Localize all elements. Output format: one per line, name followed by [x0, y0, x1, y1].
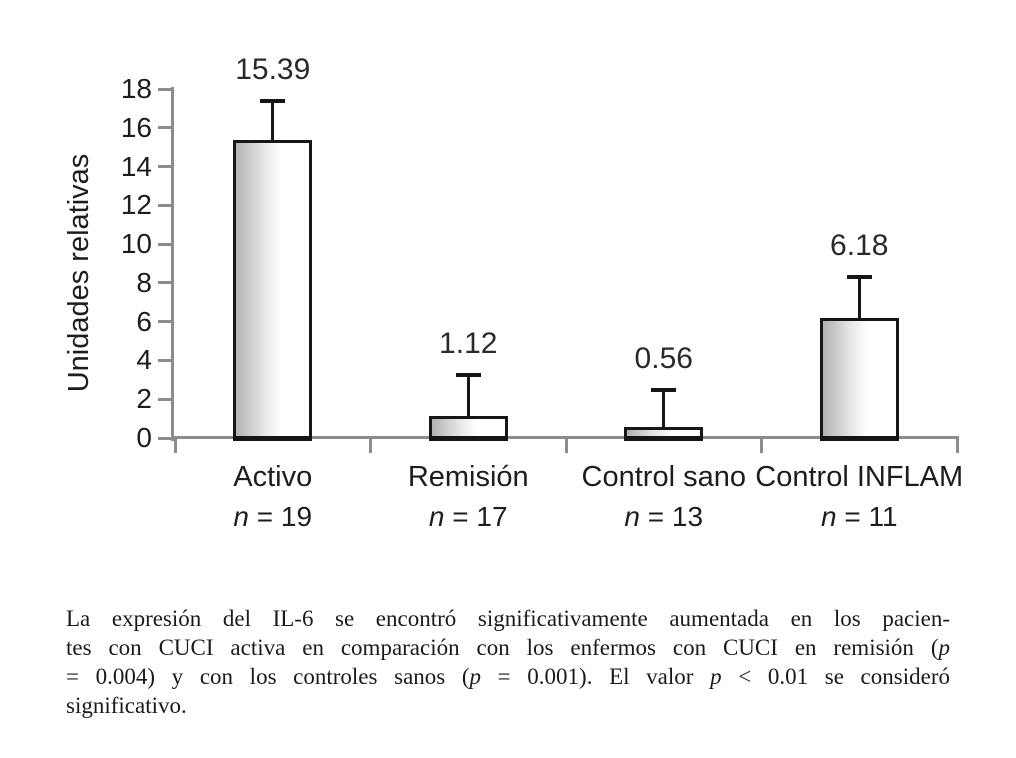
y-tick — [158, 320, 172, 324]
y-tick — [158, 165, 172, 169]
error-bar-stem — [662, 389, 666, 428]
y-tick — [158, 358, 172, 362]
bar-chart: Unidades relativas 0 2 4 6 8 10 12 14 16 18 15.39 A… — [63, 52, 964, 532]
y-tick — [158, 281, 172, 285]
y-tick-label: 4 — [136, 344, 152, 376]
n-symbol: n — [820, 501, 837, 532]
bar-activo — [233, 139, 313, 441]
caption-text: tes con CUCI activa en comparación con l… — [66, 635, 939, 660]
y-tick — [158, 397, 172, 401]
y-tick — [158, 242, 172, 246]
n-symbol: n — [428, 501, 445, 532]
bar-value-label: 6.18 — [830, 229, 889, 263]
y-tick — [158, 87, 172, 91]
y-tick-label: 0 — [136, 422, 152, 453]
caption-line: = 0.004) y con los controles sanos (p = … — [66, 662, 950, 691]
caption-italic-p: p — [938, 635, 951, 660]
y-tick-label: 16 — [120, 111, 152, 143]
y-tick-label: 6 — [136, 305, 152, 337]
category-label: Activo — [233, 461, 313, 493]
bar-remisi-n — [428, 416, 508, 441]
category-label: Control sano — [581, 461, 746, 493]
caption-text: La expresión del IL-6 se encontró signif… — [66, 606, 950, 631]
bar-value-label: 1.12 — [439, 326, 498, 360]
y-tick-label: 18 — [120, 73, 152, 104]
y-tick-label: 12 — [120, 189, 152, 221]
y-tick-label: 8 — [136, 266, 152, 298]
caption-italic-p: p — [710, 664, 722, 689]
y-tick — [158, 203, 172, 207]
caption-text: = 0.001). El valor — [481, 664, 711, 689]
bar-control-inflam — [819, 318, 899, 441]
x-tick — [955, 437, 959, 453]
error-bar-cap — [651, 387, 677, 392]
caption-line: significativo. — [66, 691, 950, 720]
n-count-label: n = 19 — [233, 501, 313, 532]
x-tick — [369, 437, 372, 453]
error-bar-cap — [455, 372, 481, 377]
error-bar-stem — [466, 374, 470, 417]
n-count-label: n = 17 — [428, 501, 508, 532]
error-bar-stem — [857, 277, 861, 319]
x-tick — [173, 437, 177, 453]
caption-line: La expresión del IL-6 se encontró signif… — [66, 604, 950, 633]
caption-line: tes con CUCI activa en comparación con l… — [66, 633, 950, 662]
x-tick — [760, 437, 763, 453]
y-axis — [171, 87, 174, 441]
y-tick-label: 14 — [120, 150, 152, 182]
caption-text: = 0.004) y con los controles sanos ( — [66, 664, 470, 689]
y-tick — [158, 436, 172, 440]
n-symbol: n — [624, 501, 640, 532]
figure-caption: La expresión del IL-6 se encontró signif… — [66, 604, 950, 720]
y-tick-label: 2 — [136, 383, 152, 415]
x-tick — [564, 437, 568, 453]
n-symbol: n — [233, 501, 249, 532]
n-count-label: n = 11 — [820, 501, 898, 532]
caption-text: < 0.01 se consideró — [721, 664, 950, 689]
category-label: Remisión — [407, 461, 529, 493]
y-tick-label: 10 — [120, 228, 152, 260]
error-bar-cap — [260, 98, 286, 103]
bar-value-label: 0.56 — [634, 341, 693, 375]
n-count-label: n = 13 — [624, 501, 704, 532]
bar-value-label: 15.39 — [235, 52, 311, 86]
error-bar-stem — [271, 100, 275, 140]
y-tick — [158, 126, 172, 130]
caption-italic-p: p — [469, 664, 482, 689]
caption-text: significativo. — [66, 693, 187, 718]
category-label: Control INFLAM — [755, 461, 964, 493]
bar-control-sano — [624, 427, 704, 441]
error-bar-cap — [846, 275, 872, 280]
